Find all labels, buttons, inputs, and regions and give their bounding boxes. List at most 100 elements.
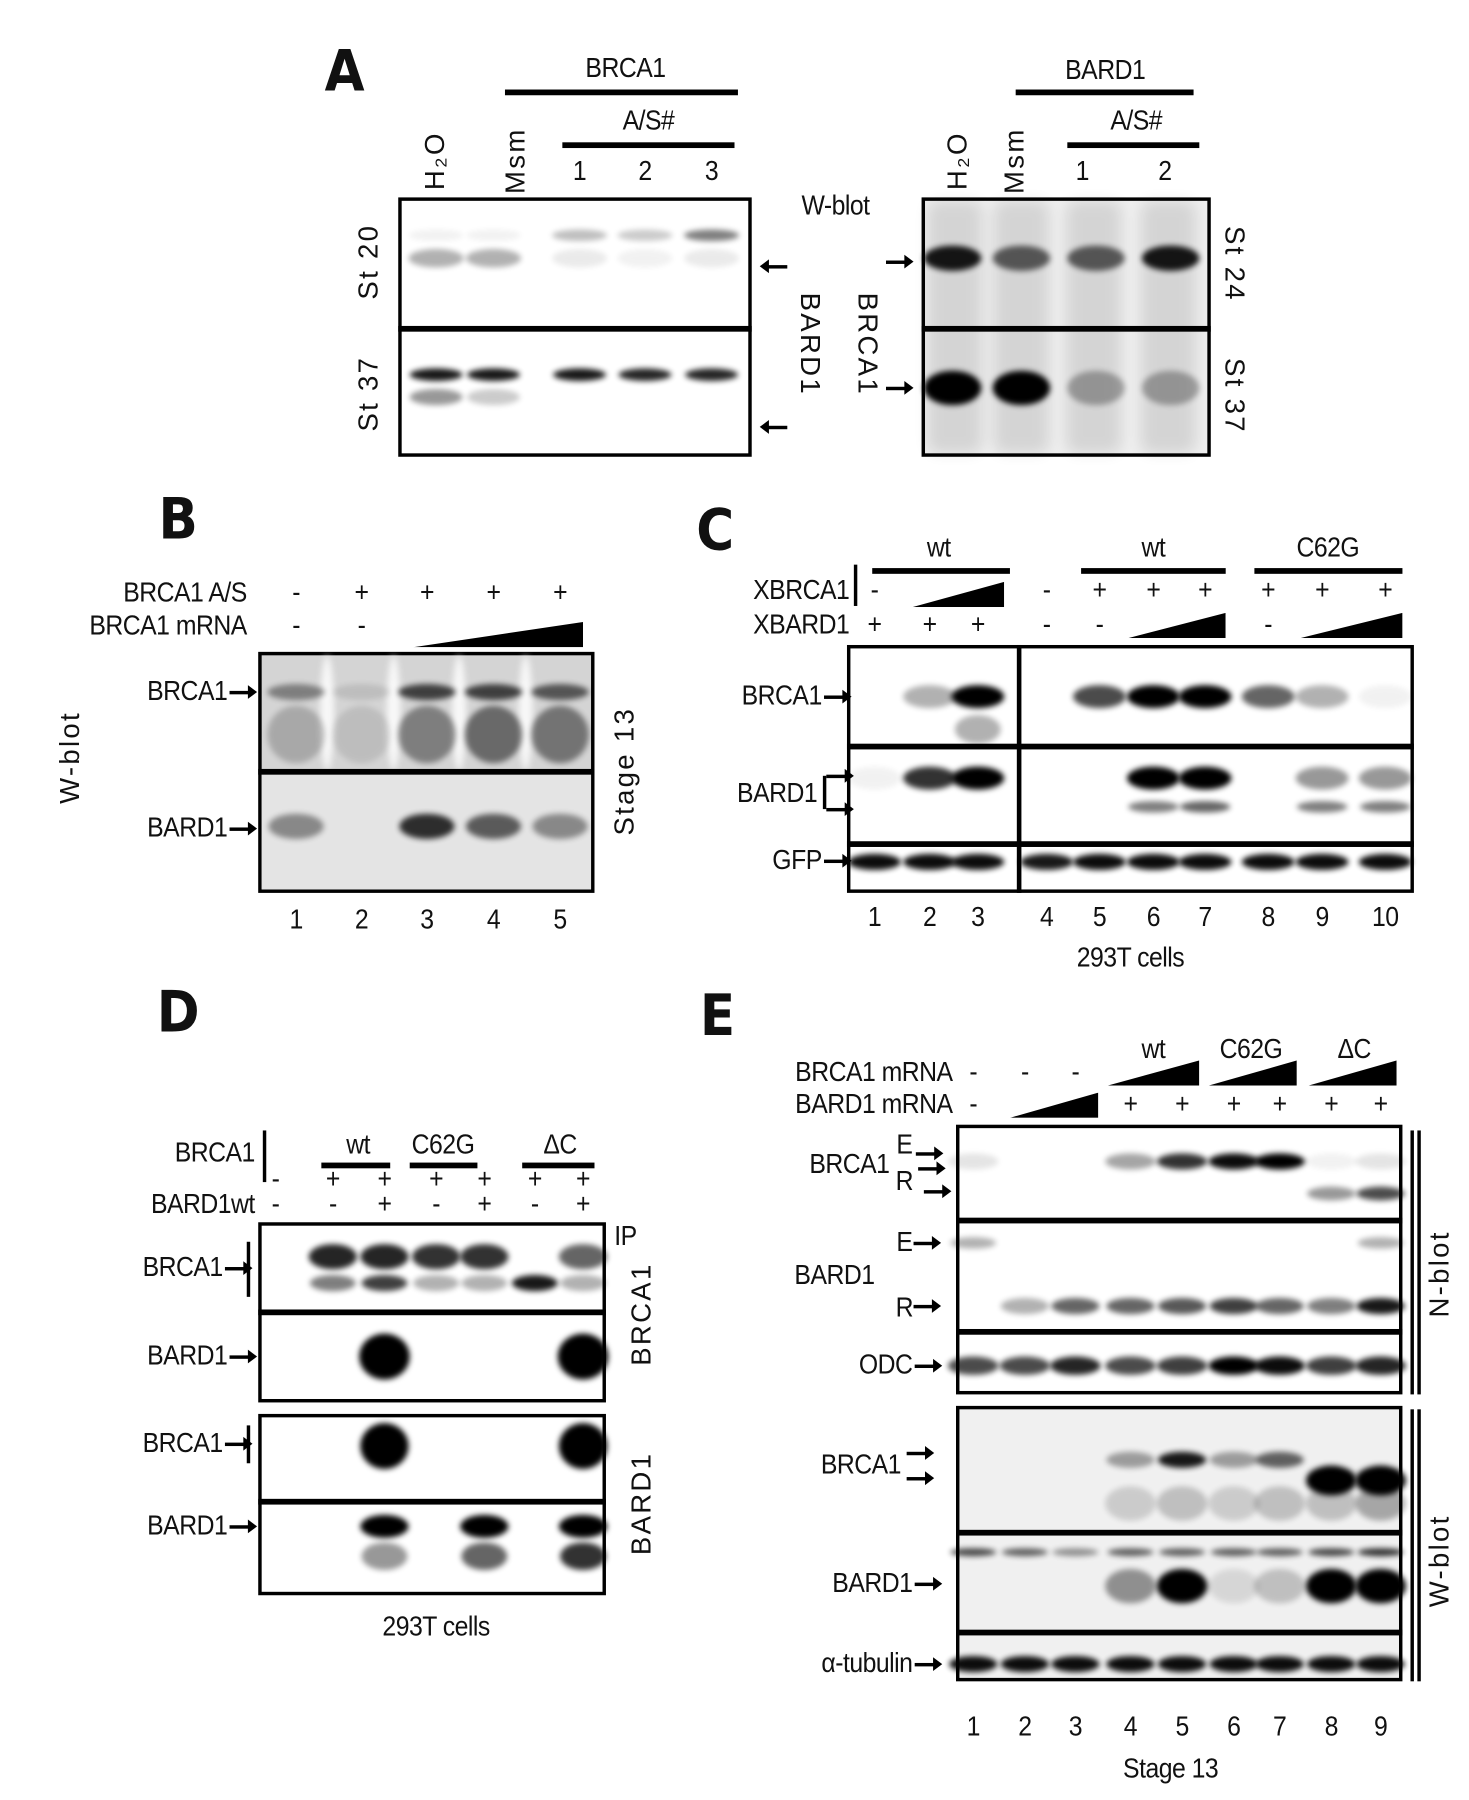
treatment-sign: +	[867, 609, 882, 641]
blot-band	[1306, 1356, 1357, 1375]
lane-number: 9	[1315, 902, 1329, 934]
lane-smear	[927, 200, 983, 454]
row-label: BRCA1 A/S	[123, 577, 247, 609]
panel-label-d: D	[156, 978, 200, 1046]
lane-number: 6	[1227, 1711, 1241, 1743]
arrow-icon	[824, 689, 852, 704]
treatment-sign: -	[1042, 574, 1051, 606]
treatment-sign: +	[477, 1188, 492, 1220]
blot-band	[531, 705, 589, 764]
group-label: C62G	[411, 1129, 475, 1161]
lane-group-header: BARD1	[1065, 55, 1146, 87]
arrow-icon	[229, 1519, 258, 1534]
lane-number: 7	[1198, 902, 1212, 934]
arrow-icon	[824, 853, 852, 868]
blot-band	[1295, 853, 1349, 870]
divider-line	[921, 325, 1211, 332]
blot-band	[409, 389, 463, 406]
blot-band	[308, 1244, 357, 1270]
blot-type-label: W-blot	[55, 711, 87, 804]
group-label: wt	[1141, 1034, 1166, 1066]
blot-band	[1355, 1153, 1406, 1170]
blot-band	[685, 367, 738, 381]
arrow-icon	[923, 1184, 952, 1199]
treatment-sign: +	[922, 609, 937, 641]
bracket-line	[1416, 1409, 1421, 1682]
blot-band	[1358, 685, 1412, 709]
blot-band	[1157, 1451, 1207, 1468]
arrow-icon	[224, 1261, 253, 1276]
group-underline	[1081, 567, 1226, 574]
blot-band	[1355, 1356, 1406, 1375]
blot-label-brca1: BRCA1	[147, 675, 228, 707]
blot-label-brca1: BRCA1	[809, 1148, 890, 1180]
blot-band	[1107, 1547, 1154, 1556]
lane-number: 1	[966, 1711, 981, 1743]
group-label: ΔC	[543, 1129, 577, 1161]
blot-band	[1208, 1153, 1259, 1170]
blot-band	[1051, 1656, 1100, 1673]
bracket-line	[262, 1130, 266, 1183]
blot-band	[1179, 801, 1231, 813]
blot-band	[951, 853, 1005, 870]
arrow-icon	[915, 1146, 944, 1161]
lane-number: 4	[1040, 902, 1054, 934]
treatment-sign: +	[1146, 574, 1161, 606]
treatment-sign: +	[486, 577, 501, 609]
blot-band	[558, 1244, 608, 1270]
blot-band	[1106, 1656, 1155, 1673]
blot-band	[1306, 1465, 1357, 1496]
blot-band	[1357, 1237, 1404, 1249]
treatment-sign: -	[328, 1188, 337, 1220]
blot-band	[1106, 1451, 1155, 1468]
bracket-line	[246, 1425, 250, 1464]
blot-band	[1306, 1486, 1357, 1521]
blot-band	[359, 1333, 410, 1380]
blot-band	[408, 249, 464, 268]
increasing-dose-wedge	[1128, 612, 1226, 639]
lane-number: 2	[1018, 1711, 1032, 1743]
treatment-sign: -	[969, 1056, 978, 1088]
blot-band	[617, 229, 673, 242]
blot-label-tubulin: α-tubulin	[821, 1648, 913, 1680]
blot-band	[461, 1275, 508, 1292]
bracket-line	[822, 775, 826, 810]
group-label: wt	[1141, 532, 1166, 564]
arrow-icon	[913, 1236, 942, 1250]
blot-label-brca1: BRCA1	[820, 1449, 902, 1481]
lane-smear	[1140, 200, 1196, 454]
blot-band	[1105, 1153, 1156, 1170]
increasing-dose-wedge	[1009, 1092, 1099, 1118]
bracket-line	[1416, 1130, 1421, 1395]
blot-band	[950, 1547, 997, 1556]
lane-group-header: BRCA1	[585, 52, 666, 84]
blot-band	[1255, 1298, 1304, 1315]
blot-band	[1073, 685, 1126, 709]
treatment-sign: +	[1272, 1089, 1287, 1121]
blot-band	[903, 766, 957, 790]
lane-number: 6	[1146, 902, 1161, 934]
blot-band	[1355, 1568, 1406, 1604]
blot-band	[1067, 370, 1125, 406]
blot-band	[332, 684, 391, 701]
treatment-sign: -	[271, 1163, 280, 1195]
blot-band	[267, 684, 325, 701]
blot-band	[553, 367, 606, 381]
blot-band	[1254, 1486, 1305, 1521]
blot-band	[1295, 766, 1349, 790]
western-blot-e	[956, 1405, 1403, 1682]
blot-band	[412, 1244, 461, 1270]
blot-band	[1356, 1186, 1405, 1201]
group-label: wt	[346, 1129, 370, 1161]
blot-band	[460, 1244, 509, 1270]
blot-band	[465, 813, 522, 839]
blot-type-label: W-blot	[801, 190, 870, 222]
lane-number: 8	[1261, 902, 1276, 934]
blot-band	[1127, 853, 1180, 870]
lane-number: 3	[1068, 1711, 1083, 1743]
blot-band	[1307, 1298, 1356, 1315]
blot-band	[268, 813, 324, 839]
blot-band	[1141, 370, 1200, 406]
treatment-sign: -	[530, 1188, 539, 1220]
blot-band	[558, 1423, 608, 1470]
